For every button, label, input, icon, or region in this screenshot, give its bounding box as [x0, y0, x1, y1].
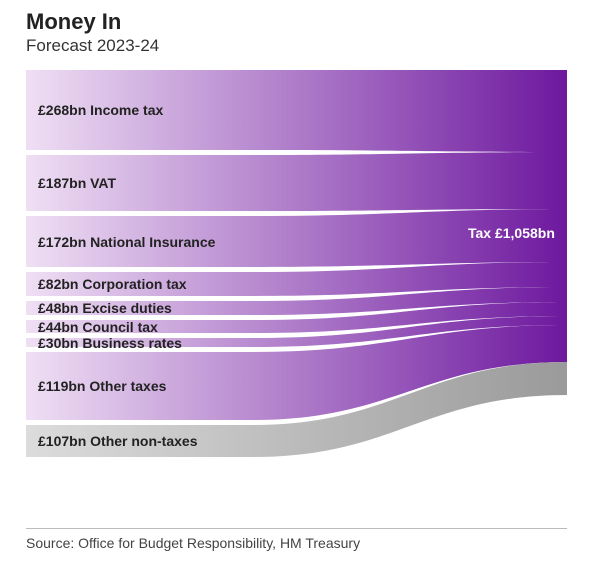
- sankey-chart: £268bn Income tax £187bn VAT £172bn Nation…: [26, 70, 567, 520]
- flow-label: £48bn Excise duties: [38, 301, 172, 315]
- flow-label: £172bn National Insurance: [38, 235, 215, 249]
- divider: [26, 528, 567, 529]
- flow-label: £107bn Other non-taxes: [38, 434, 198, 448]
- sink-label: Tax £1,058bn: [468, 226, 555, 240]
- chart-title: Money In: [26, 10, 567, 34]
- sankey-svg: [26, 70, 567, 520]
- flow-label: £82bn Corporation tax: [38, 277, 187, 291]
- chart-container: Money In Forecast 2023-24 £268bn Income …: [0, 0, 593, 571]
- flow-label: £44bn Council tax: [38, 320, 158, 334]
- flow-label: £30bn Business rates: [38, 336, 182, 350]
- flow-label: £268bn Income tax: [38, 103, 163, 117]
- chart-subtitle: Forecast 2023-24: [26, 36, 567, 56]
- flow-label: £187bn VAT: [38, 176, 116, 190]
- source-line: Source: Office for Budget Responsibility…: [26, 535, 567, 551]
- flow-label: £119bn Other taxes: [38, 379, 166, 393]
